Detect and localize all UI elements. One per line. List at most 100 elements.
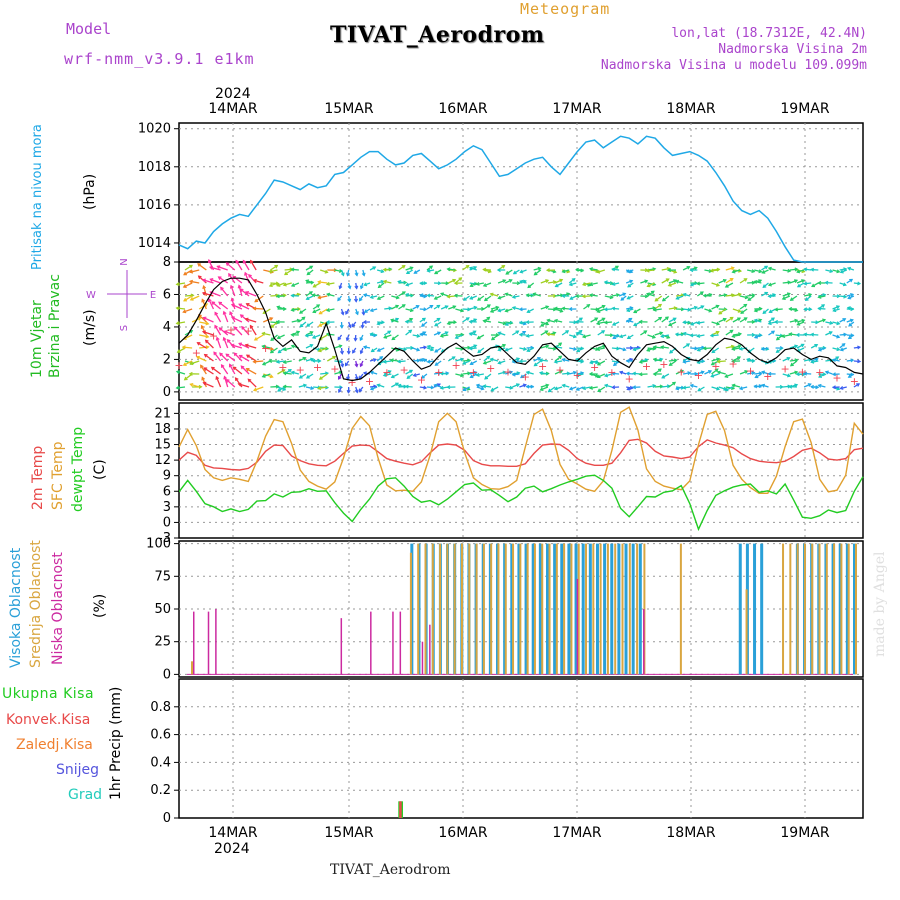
wind-arrow — [505, 347, 513, 352]
wind-arrow-head — [473, 370, 478, 375]
wind-arrow-head — [652, 372, 657, 377]
wind-arrow — [697, 321, 705, 324]
wind-arrow-head — [219, 352, 223, 357]
cloud-low-bar — [421, 641, 424, 675]
wind-arrow — [718, 386, 727, 390]
wind-arrow-head — [297, 307, 301, 312]
wind-arrow-head — [674, 279, 680, 284]
cloud-high-bar — [853, 543, 856, 675]
wind-arrow — [250, 260, 257, 271]
wind-arrow-head — [545, 268, 550, 273]
cloud-mid-bar — [563, 543, 566, 675]
wind-arrow-head — [667, 268, 672, 273]
wind-arrow-head — [412, 373, 417, 378]
wind-arrow — [818, 347, 826, 352]
wind-arrow-head — [803, 307, 808, 312]
date-label-top: 19MAR — [780, 101, 829, 117]
wind-arrow — [421, 321, 428, 327]
cloud-low-bar — [643, 609, 645, 675]
wind-arrow-head — [794, 279, 799, 284]
wind-arrow — [426, 386, 434, 389]
wind-arrow — [319, 373, 328, 380]
wind-arrow — [540, 330, 548, 336]
wind-arrow — [762, 282, 769, 288]
wind-arrow-head — [477, 349, 482, 354]
wind-arrow — [683, 332, 691, 336]
wind-arrow-head — [673, 279, 678, 283]
wind-arrow — [427, 360, 435, 363]
wind-arrow — [540, 345, 549, 349]
wind-arrow — [711, 282, 720, 287]
product-title: Meteogram — [520, 0, 611, 18]
y-tick-label: 50 — [154, 602, 171, 617]
wind-arrow — [245, 344, 257, 349]
wind-arrow — [640, 330, 647, 336]
wind-arrow — [505, 293, 513, 297]
wind-arrow — [253, 279, 264, 284]
wind-arrow — [483, 320, 492, 323]
wind-arrow-head — [657, 368, 662, 373]
wind-arrow-head — [578, 329, 583, 334]
wind-arrow-head — [197, 317, 202, 321]
wind-arrow-head — [781, 296, 786, 300]
wind-arrow-head — [482, 360, 487, 365]
wind-arrow — [520, 373, 527, 379]
wind-arrow-head — [228, 363, 233, 368]
wind-arrow-head — [857, 359, 862, 364]
wind-arrow-head — [390, 374, 395, 379]
wind-arrow-head — [290, 307, 295, 312]
wind-arrow-head — [439, 371, 444, 376]
wind-arrow-head — [387, 330, 392, 335]
wind-arrow-head — [690, 321, 694, 326]
wind-arrow — [682, 266, 690, 271]
y-tick-label: 9 — [163, 469, 171, 484]
wind-arrow-head — [434, 348, 439, 353]
wind-arrow-head — [526, 348, 531, 352]
wind-arrow-head — [729, 329, 734, 334]
wind-arrow-head — [276, 305, 281, 310]
wind-arrow — [223, 376, 229, 388]
wind-arrow-head — [363, 309, 368, 313]
wind-arrow-head — [338, 285, 343, 290]
wind-arrow — [462, 372, 471, 375]
wind-arrow-head — [420, 375, 425, 379]
wind-arrow-head — [573, 346, 578, 351]
wind-arrow-head — [673, 269, 678, 274]
wind-arrow-head — [616, 293, 621, 298]
wind-arrow-head — [737, 308, 742, 313]
wind-arrow — [326, 293, 335, 297]
wind-arrow — [646, 293, 655, 297]
wind-arrow-head — [290, 293, 295, 298]
wind-arrow — [796, 319, 805, 323]
wind-arrow-head — [318, 323, 323, 327]
wind-arrow-head — [700, 305, 705, 309]
wind-arrow-head — [737, 344, 742, 349]
wind-arrow-head — [244, 290, 249, 295]
wind-arrow — [682, 372, 691, 375]
wind-arrow — [818, 373, 826, 378]
wind-arrow — [276, 360, 285, 363]
wind-arrow-head — [183, 297, 187, 302]
wind-arrow-head — [638, 319, 643, 324]
wind-arrow-head — [575, 373, 580, 378]
wind-arrow-head — [347, 324, 352, 329]
wind-arrow-head — [433, 270, 438, 275]
cloud-mid-bar — [409, 552, 412, 675]
wind-arrow — [277, 334, 285, 339]
wind-arrow — [811, 333, 819, 336]
cloud-mid-bar — [548, 543, 551, 675]
wind-arrow-head — [337, 336, 342, 341]
wind-arrow-head — [518, 332, 523, 337]
wind-arrow — [718, 294, 727, 297]
wind-arrow — [540, 305, 549, 310]
wind-arrow-head — [198, 384, 203, 389]
wind-arrow-head — [436, 304, 441, 309]
wind-arrow-head — [836, 294, 841, 299]
wind-arrow — [661, 334, 669, 338]
wind-arrow-head — [572, 334, 578, 339]
wind-arrow-head — [788, 332, 793, 337]
wind-arrow — [405, 282, 413, 286]
wind-gust-marker: + — [192, 347, 201, 360]
wind-arrow-head — [413, 270, 418, 274]
wind-arrow — [376, 356, 383, 362]
